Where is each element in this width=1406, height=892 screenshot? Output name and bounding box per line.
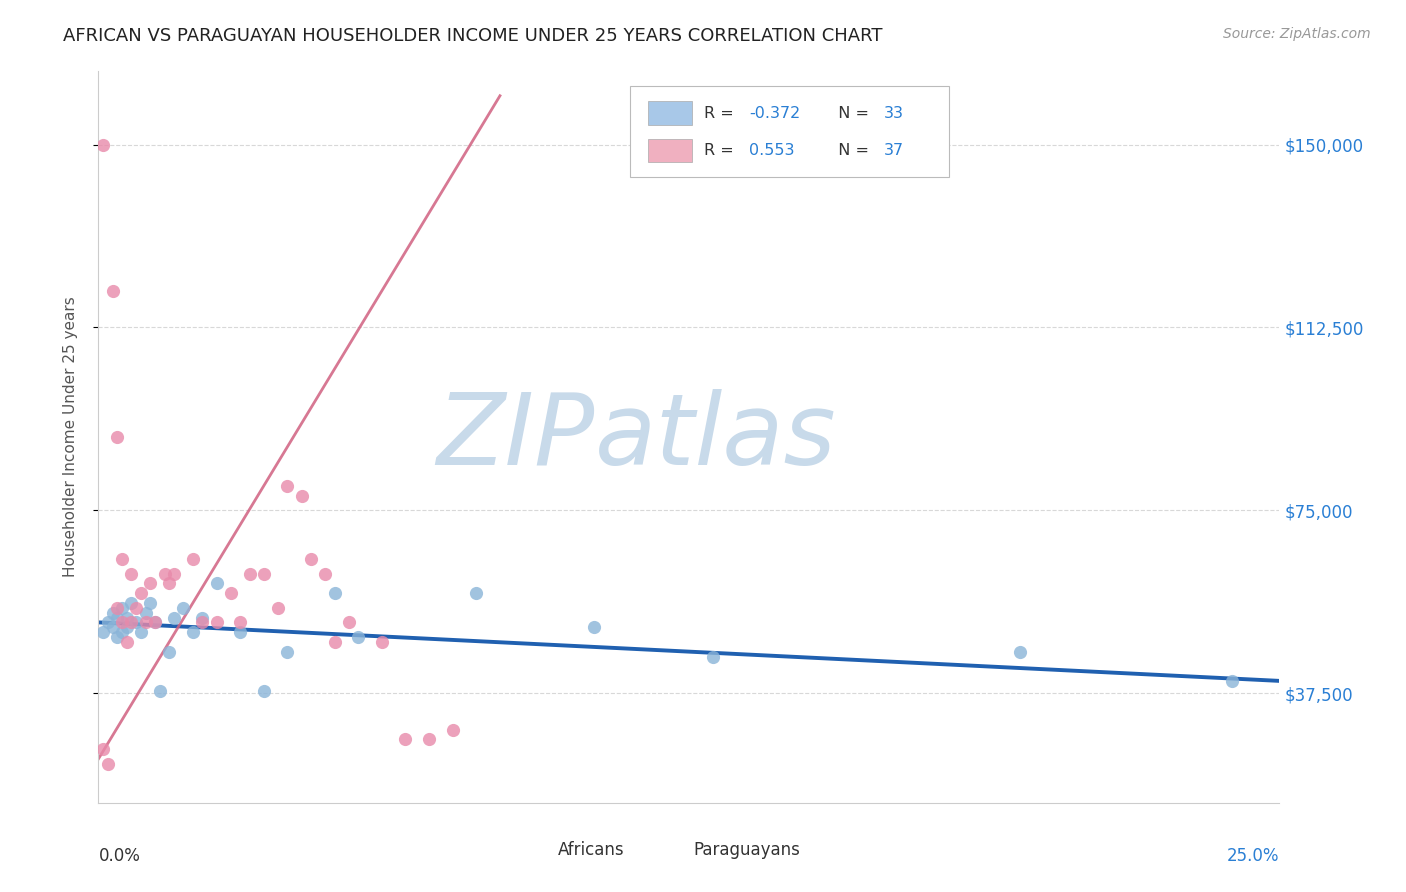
Point [314, 566, 336, 581]
Text: 0.553: 0.553 [749, 143, 794, 158]
Point [143, 615, 166, 630]
Point [111, 625, 134, 640]
Point [371, 635, 394, 649]
Point [1220, 673, 1243, 688]
Point [253, 566, 276, 581]
Point [253, 683, 276, 698]
Point [97, 756, 120, 771]
Point [115, 635, 138, 649]
Point [105, 630, 128, 644]
Point [91, 742, 114, 756]
FancyBboxPatch shape [630, 86, 949, 178]
Point [276, 645, 298, 659]
Point [125, 600, 148, 615]
Point [125, 615, 148, 630]
Point [101, 620, 124, 634]
Point [205, 615, 228, 630]
Text: -0.372: -0.372 [749, 105, 800, 120]
Text: Africans: Africans [558, 841, 624, 859]
Point [149, 683, 172, 698]
Point [172, 600, 194, 615]
Point [441, 723, 464, 737]
Point [91, 137, 114, 152]
Point [157, 576, 180, 591]
Point [129, 586, 152, 600]
Point [418, 732, 440, 747]
Text: ZIP: ZIP [436, 389, 595, 485]
Point [337, 615, 360, 630]
Text: 33: 33 [884, 105, 904, 120]
Text: N =: N = [828, 105, 875, 120]
Point [101, 284, 124, 298]
Point [276, 479, 298, 493]
Point [115, 610, 138, 624]
Point [347, 630, 370, 644]
Point [111, 615, 134, 630]
Text: Paraguayans: Paraguayans [693, 841, 800, 859]
Point [111, 552, 134, 566]
Point [702, 649, 724, 664]
Text: 37: 37 [884, 143, 904, 158]
Point [121, 596, 143, 610]
Y-axis label: Householder Income Under 25 years: Householder Income Under 25 years [63, 297, 77, 577]
Bar [530, 842, 546, 858]
Point [153, 566, 176, 581]
Point [163, 566, 186, 581]
Point [181, 625, 204, 640]
Point [121, 615, 143, 630]
Bar [665, 842, 682, 858]
Point [583, 620, 606, 634]
Point [139, 596, 162, 610]
Point [191, 610, 214, 624]
Text: atlas: atlas [595, 389, 837, 485]
Point [163, 610, 186, 624]
Text: R =: R = [704, 105, 740, 120]
Point [135, 615, 157, 630]
Text: R =: R = [704, 143, 744, 158]
Point [323, 635, 346, 649]
Point [101, 606, 124, 620]
Point [157, 645, 180, 659]
Point [299, 552, 322, 566]
Point [143, 615, 166, 630]
Text: Source: ZipAtlas.com: Source: ZipAtlas.com [1223, 27, 1371, 41]
Point [205, 576, 228, 591]
Text: 0.0%: 0.0% [98, 847, 141, 864]
Point [135, 606, 157, 620]
Point [111, 600, 134, 615]
Point [105, 600, 128, 615]
Point [219, 586, 242, 600]
Point [465, 586, 488, 600]
Point [229, 625, 252, 640]
Point [115, 620, 138, 634]
Point [394, 732, 416, 747]
Point [1008, 645, 1031, 659]
Point [191, 615, 214, 630]
Point [229, 615, 252, 630]
Bar [648, 102, 693, 125]
Point [105, 430, 128, 444]
Point [323, 586, 346, 600]
Point [290, 489, 312, 503]
Point [181, 552, 204, 566]
Point [139, 576, 162, 591]
Text: N =: N = [828, 143, 875, 158]
Point [267, 600, 290, 615]
Point [239, 566, 262, 581]
Bar [648, 138, 693, 162]
Point [105, 610, 128, 624]
Point [91, 625, 114, 640]
Text: AFRICAN VS PARAGUAYAN HOUSEHOLDER INCOME UNDER 25 YEARS CORRELATION CHART: AFRICAN VS PARAGUAYAN HOUSEHOLDER INCOME… [63, 27, 883, 45]
Point [129, 625, 152, 640]
Point [121, 566, 143, 581]
Text: 25.0%: 25.0% [1227, 847, 1279, 864]
Point [97, 615, 120, 630]
